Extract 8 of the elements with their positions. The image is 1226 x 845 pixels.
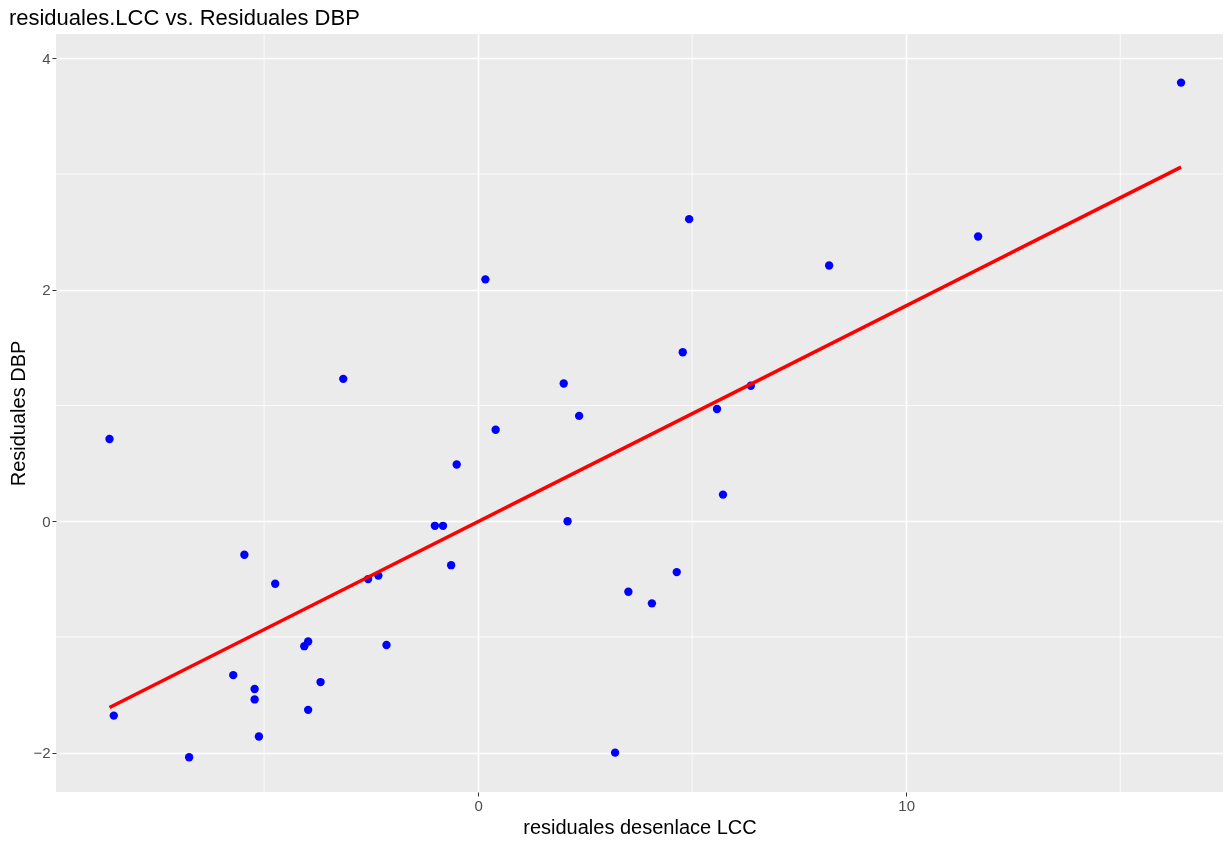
y-tick-label: 4 [42,49,51,67]
y-tick-label: −2 [33,744,51,762]
y-tick-label: 0 [42,512,51,530]
x-tick-label: 10 [898,796,916,814]
x-axis-title: residuales desenlace LCC [523,815,757,838]
y-tick-label: 2 [42,281,51,299]
y-axis-title: Residuales DBP [7,340,30,487]
chart-title: residuales.LCC vs. Residuales DBP [8,4,360,30]
